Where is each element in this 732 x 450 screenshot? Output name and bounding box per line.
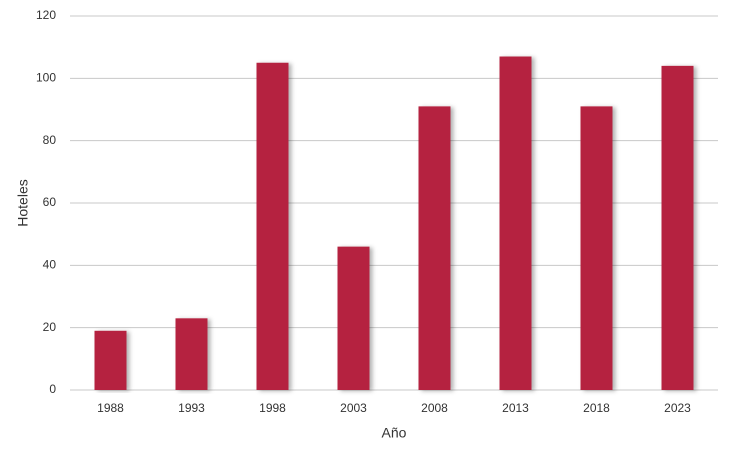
x-tick-label: 1993 <box>178 401 205 415</box>
x-tick-label: 1988 <box>97 401 124 415</box>
bar <box>499 56 532 391</box>
x-tick-label: 2018 <box>583 401 610 415</box>
y-tick-label: 40 <box>43 258 57 272</box>
bar <box>256 62 289 390</box>
bar <box>580 106 613 390</box>
x-tick-label: 2023 <box>664 401 691 415</box>
y-tick-label: 20 <box>43 320 57 334</box>
y-axis-title: Hoteles <box>15 179 31 226</box>
bar <box>418 106 451 390</box>
y-tick-label: 100 <box>36 71 56 85</box>
bar <box>661 65 694 390</box>
y-tick-label: 120 <box>36 8 56 22</box>
y-tick-label: 60 <box>43 195 57 209</box>
x-tick-label: 2008 <box>421 401 448 415</box>
y-tick-label: 80 <box>43 133 57 147</box>
x-axis-title: Año <box>382 425 407 441</box>
bar <box>175 318 208 390</box>
bar <box>94 330 127 390</box>
y-tick-label: 0 <box>49 382 56 396</box>
x-tick-label: 2003 <box>340 401 367 415</box>
bar <box>337 246 370 390</box>
x-tick-label: 2013 <box>502 401 529 415</box>
x-tick-label: 1998 <box>259 401 286 415</box>
